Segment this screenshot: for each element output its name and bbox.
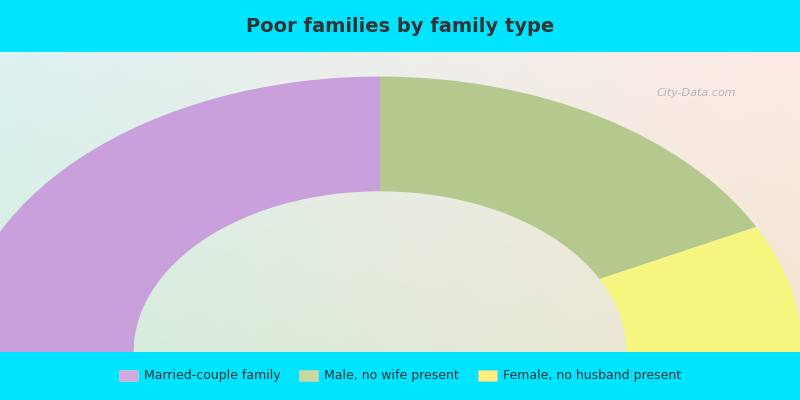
Text: City-Data.com: City-Data.com <box>657 88 736 98</box>
Text: Poor families by family type: Poor families by family type <box>246 16 554 36</box>
Wedge shape <box>599 227 800 352</box>
Wedge shape <box>0 76 380 352</box>
Wedge shape <box>380 76 756 279</box>
Legend: Married-couple family, Male, no wife present, Female, no husband present: Married-couple family, Male, no wife pre… <box>114 364 686 388</box>
